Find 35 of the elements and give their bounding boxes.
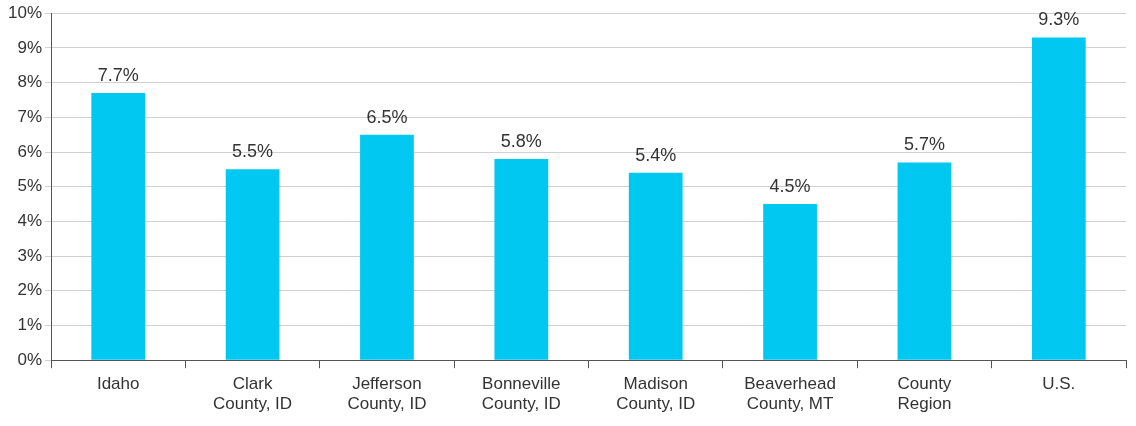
y-tick-label: 3% xyxy=(17,245,43,265)
x-tick-label: Idaho xyxy=(96,374,140,394)
data-label: 4.5% xyxy=(769,176,811,197)
data-label: 7.7% xyxy=(97,64,139,85)
x-tick-label: Madison County, ID xyxy=(616,374,696,414)
data-label: 5.8% xyxy=(500,130,542,151)
x-tick-label: Clark County, ID xyxy=(213,374,293,414)
bar xyxy=(225,169,280,360)
x-tick-label: Jefferson County, ID xyxy=(347,374,427,414)
data-label: 9.3% xyxy=(1038,9,1080,30)
bar xyxy=(494,158,549,360)
y-tick-label: 9% xyxy=(17,37,43,57)
data-label: 6.5% xyxy=(366,106,408,127)
y-tick-label: 6% xyxy=(17,141,43,161)
x-tick-label: Beaverhead County, MT xyxy=(744,374,836,414)
y-tick-label: 10% xyxy=(7,2,43,22)
x-tick-label: Bonneville County, ID xyxy=(481,374,561,414)
x-tick-label: County Region xyxy=(897,374,952,414)
data-label: 5.7% xyxy=(903,134,945,155)
bar xyxy=(360,134,414,360)
data-label: 5.5% xyxy=(232,141,274,162)
y-tick-label: 7% xyxy=(17,106,43,126)
y-tick-label: 5% xyxy=(17,176,43,196)
bar xyxy=(91,93,146,360)
x-tick-label: U.S. xyxy=(1042,374,1076,394)
y-tick-label: 8% xyxy=(17,72,43,92)
y-tick-label: 4% xyxy=(17,211,43,231)
y-tick-label: 2% xyxy=(17,280,43,300)
bar xyxy=(763,204,817,360)
y-tick-label: 1% xyxy=(17,315,43,335)
bar xyxy=(897,162,952,360)
bar xyxy=(628,172,683,360)
data-label: 5.4% xyxy=(635,144,677,165)
y-tick-label: 0% xyxy=(17,349,43,369)
bar xyxy=(1031,37,1086,360)
